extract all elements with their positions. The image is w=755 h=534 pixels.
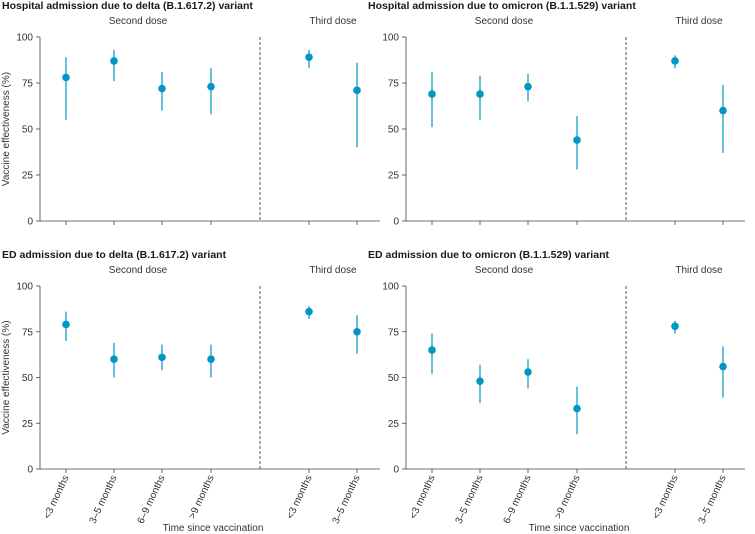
y-tick-label: 75 (388, 79, 400, 90)
section-label-third-dose: Third dose (675, 16, 723, 27)
data-point (476, 377, 484, 385)
x-tick-label: <3 months (651, 474, 681, 521)
y-tick-label: 75 (388, 327, 400, 338)
y-tick-label: 0 (393, 465, 399, 476)
section-label-third-dose: Third dose (675, 265, 723, 276)
data-point (671, 57, 679, 65)
data-point (305, 53, 313, 62)
y-tick-label: 25 (22, 419, 34, 430)
y-tick-label: 25 (388, 419, 400, 430)
chart-panel-1: Hospital admission due to delta (B.1.617… (1, 0, 380, 228)
section-label-third-dose: Third dose (309, 16, 357, 27)
data-point (305, 307, 313, 316)
x-tick-label: <3 months (285, 474, 315, 521)
data-point (353, 86, 361, 95)
x-tick-label: 6–9 months (136, 474, 168, 526)
data-point (158, 84, 166, 93)
y-tick-label: 50 (388, 373, 400, 384)
y-tick-label: 75 (22, 327, 34, 338)
y-tick-label: 25 (388, 171, 400, 182)
section-label-second-dose: Second dose (475, 16, 534, 27)
panel-title: Hospital admission due to delta (B.1.617… (2, 0, 253, 12)
y-tick-label: 100 (382, 282, 399, 293)
chart-panel-4: ED admission due to omicron (B.1.1.529) … (368, 249, 745, 534)
data-point (524, 82, 532, 91)
y-tick-label: 75 (22, 79, 34, 90)
chart-panel-2: Hospital admission due to omicron (B.1.1… (368, 0, 745, 228)
y-tick-label: 100 (16, 33, 33, 44)
x-axis-label: Time since vaccination (163, 523, 264, 534)
x-tick-label: >9 months (187, 474, 217, 521)
y-axis-label: Vaccine effectiveness (%) (1, 72, 12, 186)
y-tick-label: 50 (22, 373, 34, 384)
data-point (62, 73, 70, 82)
x-tick-label: <3 months (42, 474, 72, 521)
data-point (573, 404, 581, 413)
y-tick-label: 0 (27, 465, 33, 476)
x-tick-label: 3–5 months (88, 474, 120, 526)
data-point (671, 322, 679, 331)
data-point (719, 362, 727, 371)
data-point (428, 346, 436, 354)
section-label-second-dose: Second dose (109, 265, 168, 276)
data-point (719, 106, 727, 115)
data-point (207, 355, 215, 364)
x-tick-label: 3–5 months (331, 474, 363, 526)
section-label-second-dose: Second dose (109, 16, 168, 27)
y-axis-label: Vaccine effectiveness (%) (1, 320, 12, 434)
x-tick-label: <3 months (408, 474, 438, 521)
data-point (428, 90, 436, 98)
data-point (573, 136, 581, 144)
panel-title: ED admission due to omicron (B.1.1.529) … (368, 249, 609, 261)
y-tick-label: 50 (22, 125, 34, 136)
data-point (353, 327, 361, 336)
y-tick-label: 50 (388, 125, 400, 136)
x-axis-label: Time since vaccination (529, 523, 630, 534)
y-tick-label: 0 (27, 217, 33, 228)
panel-title: Hospital admission due to omicron (B.1.1… (368, 0, 636, 12)
data-point (207, 82, 215, 91)
data-point (158, 353, 166, 362)
y-tick-label: 25 (22, 171, 34, 182)
y-tick-label: 100 (16, 282, 33, 293)
x-tick-label: 6–9 months (502, 474, 534, 526)
section-label-third-dose: Third dose (309, 265, 357, 276)
section-label-second-dose: Second dose (475, 265, 534, 276)
y-tick-label: 100 (382, 33, 399, 44)
panel-title: ED admission due to delta (B.1.617.2) va… (2, 249, 227, 261)
y-tick-label: 0 (393, 217, 399, 228)
data-point (62, 320, 70, 329)
x-tick-label: 3–5 months (697, 474, 729, 526)
data-point (110, 355, 118, 364)
chart-panel-3: ED admission due to delta (B.1.617.2) va… (1, 249, 380, 534)
x-tick-label: >9 months (553, 474, 583, 521)
x-tick-label: 3–5 months (454, 474, 486, 526)
data-point (110, 57, 118, 65)
data-point (476, 90, 484, 98)
data-point (524, 368, 532, 376)
